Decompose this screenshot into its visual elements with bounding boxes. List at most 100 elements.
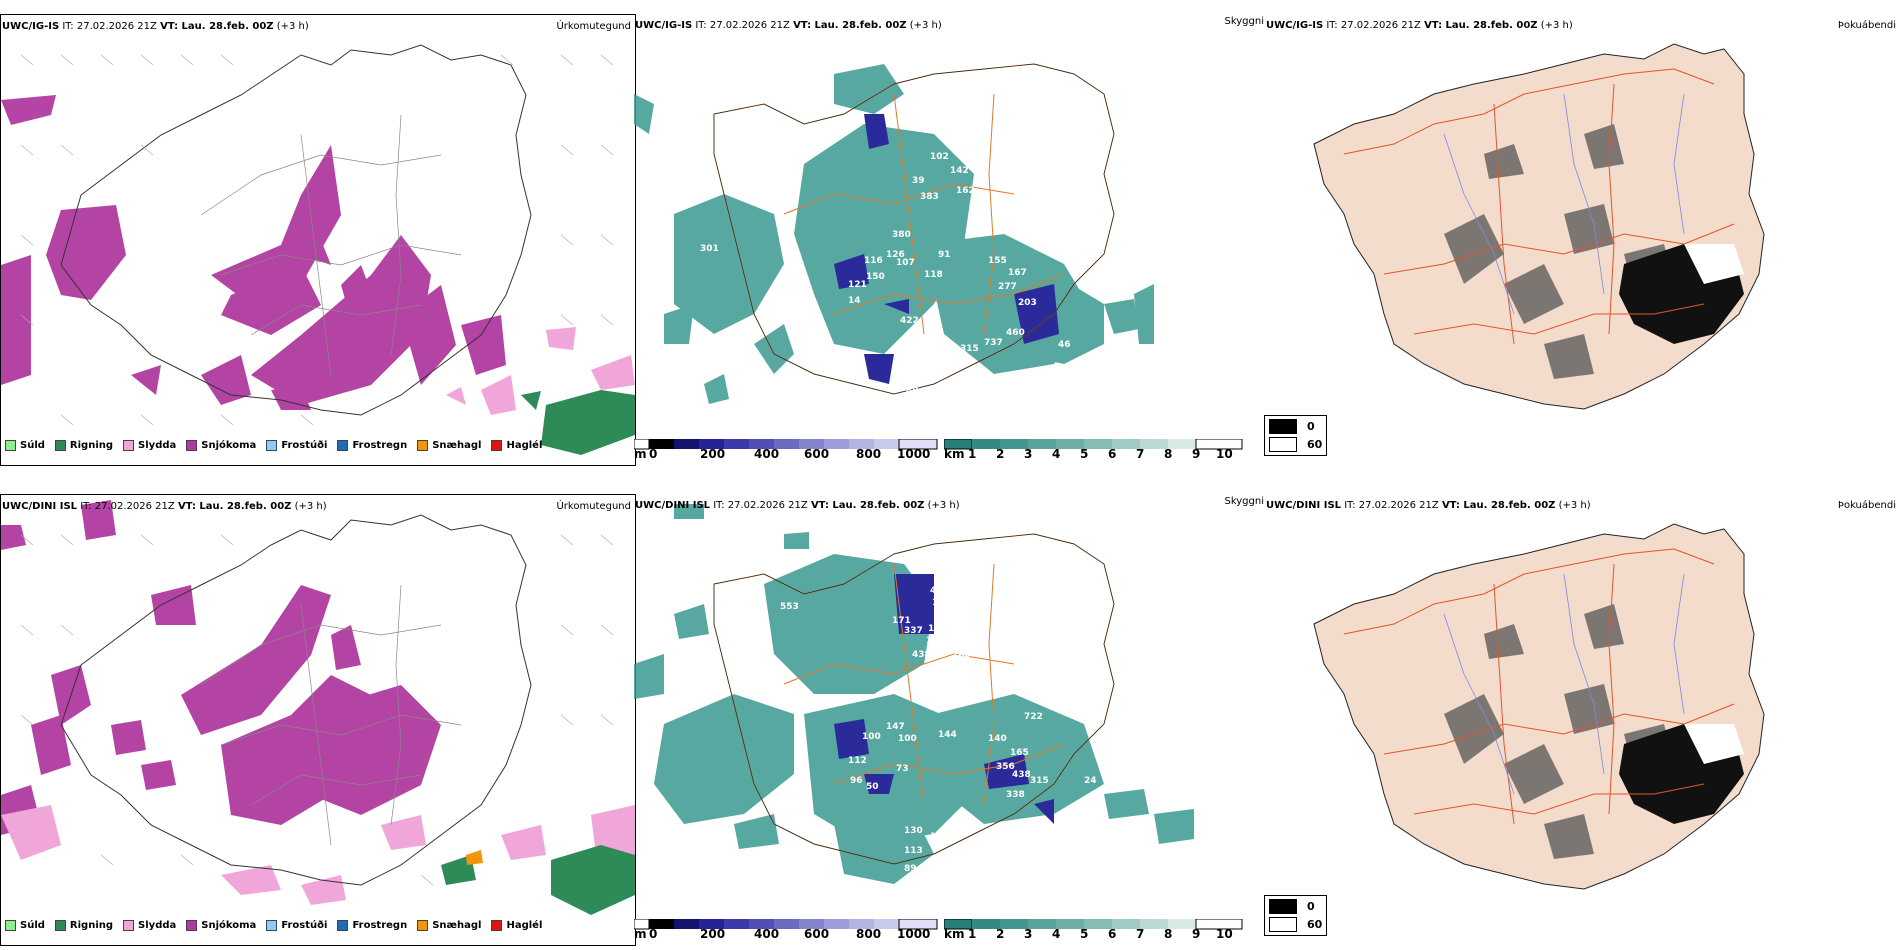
ceiling-label: 130 — [904, 826, 923, 836]
fog-indicator-panel-top: UWC/IG-IS IT: 27.02.2026 21Z VT: Lau. 28… — [1264, 14, 1900, 464]
ceiling-label: 337 — [904, 626, 923, 636]
fog-map-top — [1313, 43, 1765, 410]
visibility-unit: km — [944, 927, 965, 941]
tick-label: 1 — [968, 927, 977, 941]
model-name: UWC/IG-IS — [2, 21, 60, 32]
visibility-bar — [943, 438, 1243, 450]
legend-item: Rigning — [54, 920, 114, 931]
ceiling-label: 102 — [930, 152, 949, 162]
ceiling-label: 118 — [924, 270, 943, 280]
valid-time: VT: Lau. 28.feb. 00Z — [160, 21, 274, 32]
model-name: UWC/DINI ISL — [635, 500, 711, 511]
ceiling-label: 91 — [938, 250, 951, 260]
lead-time: (+3 h) — [927, 500, 960, 511]
ceiling-label: 147 — [966, 160, 985, 170]
legend-label: Frostregn — [352, 440, 408, 451]
legend-label: Snjókoma — [201, 920, 257, 931]
ceiling-label: 438 — [1012, 770, 1031, 780]
legend-label: Frostúði — [281, 920, 328, 931]
legend-label: 60 — [1307, 918, 1323, 931]
tick-label: 7 — [1136, 447, 1145, 461]
ceiling-label: 138 — [930, 354, 949, 364]
ceiling-bar — [634, 438, 938, 450]
legend-item: Frostúði — [266, 920, 327, 931]
tick-label: 400 — [754, 447, 780, 461]
tick-label: 1 — [968, 447, 977, 461]
panel-title: Skyggni — [1224, 16, 1264, 27]
swatch — [491, 440, 503, 451]
tick-label: 3 — [1024, 927, 1033, 941]
ceiling-label: 100 — [862, 732, 881, 742]
ceiling-label: 107 — [896, 258, 915, 268]
ceiling-label: 417 — [930, 586, 949, 596]
ceiling-label: 438 — [912, 650, 931, 660]
legend-label: Haglél — [506, 440, 543, 451]
issue-time: IT: 27.02.2026 21Z — [62, 21, 157, 32]
fog-indicator-panel-bottom: UWC/DINI ISL IT: 27.02.2026 21Z VT: Lau.… — [1264, 494, 1900, 944]
legend-item: Súld — [5, 440, 45, 451]
tick-label: 3 — [1024, 447, 1033, 461]
lead-time: (+3 h) — [909, 20, 942, 31]
visibility-map-bottom — [634, 504, 1194, 884]
ceiling-label: 89 — [906, 386, 919, 396]
ceiling-label: 737 — [984, 338, 1003, 348]
ceiling-unit: m — [634, 927, 647, 941]
tick-label: 4 — [1052, 927, 1061, 941]
tick-label: 2 — [996, 927, 1005, 941]
ceiling-label: 106 — [926, 636, 945, 646]
fog-header-bottom: UWC/DINI ISL IT: 27.02.2026 21Z VT: Lau.… — [1266, 500, 1591, 512]
visibility-map-top — [634, 63, 1154, 404]
legend-label: Súld — [20, 440, 45, 451]
legend-item: Rigning — [54, 440, 113, 451]
swatch — [123, 920, 135, 931]
issue-time: IT: 27.02.2026 21Z — [80, 501, 175, 512]
legend-label: Frostregn — [352, 920, 408, 931]
valid-time: VT: Lau. 28.feb. 00Z — [810, 500, 925, 511]
legend-item: Haglél — [491, 920, 542, 931]
legend-item: Slydda — [123, 920, 176, 931]
ceiling-label: 460 — [1006, 328, 1025, 338]
ceiling-label: 277 — [998, 282, 1017, 292]
lead-time: (+3 h) — [1558, 500, 1591, 511]
ceiling-label: 155 — [988, 256, 1007, 266]
panel-title: Þokuábendi — [1837, 500, 1896, 511]
swatch — [417, 920, 429, 931]
ceiling-label: 422 — [900, 316, 919, 326]
ceiling-colorbar-top: m 0 200 400 600 800 1000 — [634, 436, 939, 461]
ceiling-label: 568 — [1208, 382, 1227, 392]
legend-item: Frostregn — [337, 920, 407, 931]
tick-label: 600 — [804, 447, 830, 461]
valid-time: VT: Lau. 28.feb. 00Z — [793, 20, 907, 31]
model-name: UWC/DINI ISL — [2, 501, 78, 512]
tick-label: 2 — [996, 447, 1005, 461]
legend-label: Rigning — [69, 920, 114, 931]
swatch — [5, 440, 16, 451]
swatch — [417, 440, 429, 451]
swatch — [337, 920, 349, 931]
legend-label: Haglél — [506, 920, 543, 931]
tick-label: 8 — [1164, 927, 1173, 941]
swatch — [266, 920, 278, 931]
visibility-header-bottom: UWC/DINI ISL IT: 27.02.2026 21Z VT: Lau.… — [635, 500, 960, 512]
legend-item: Snæhagl — [417, 920, 481, 931]
panel-title: Skyggni — [1224, 496, 1264, 507]
ceiling-label: 315 — [960, 344, 979, 354]
ceiling-label: 153 — [1054, 814, 1073, 824]
ceiling-label: 176 — [906, 368, 925, 378]
tick-label: 600 — [804, 927, 830, 941]
ceiling-label: 96 — [932, 870, 945, 880]
legend-label: Súld — [20, 920, 45, 931]
model-name: UWC/DINI ISL — [1266, 500, 1342, 511]
precip-map-bottom — [1, 500, 635, 915]
tick-label: 6 — [1108, 927, 1117, 941]
legend-label: Slydda — [138, 920, 177, 931]
visibility-header-top: UWC/IG-IS IT: 27.02.2026 21Z VT: Lau. 28… — [635, 20, 942, 32]
issue-time: IT: 27.02.2026 21Z — [1344, 500, 1439, 511]
swatch — [266, 440, 278, 451]
legend-label: 0 — [1307, 900, 1315, 913]
ceiling-label: 140 — [988, 734, 1007, 744]
ceiling-label: 73 — [896, 764, 909, 774]
ceiling-label: 380 — [892, 230, 911, 240]
model-name: UWC/IG-IS — [635, 20, 693, 31]
legend-label: 0 — [1307, 420, 1315, 433]
